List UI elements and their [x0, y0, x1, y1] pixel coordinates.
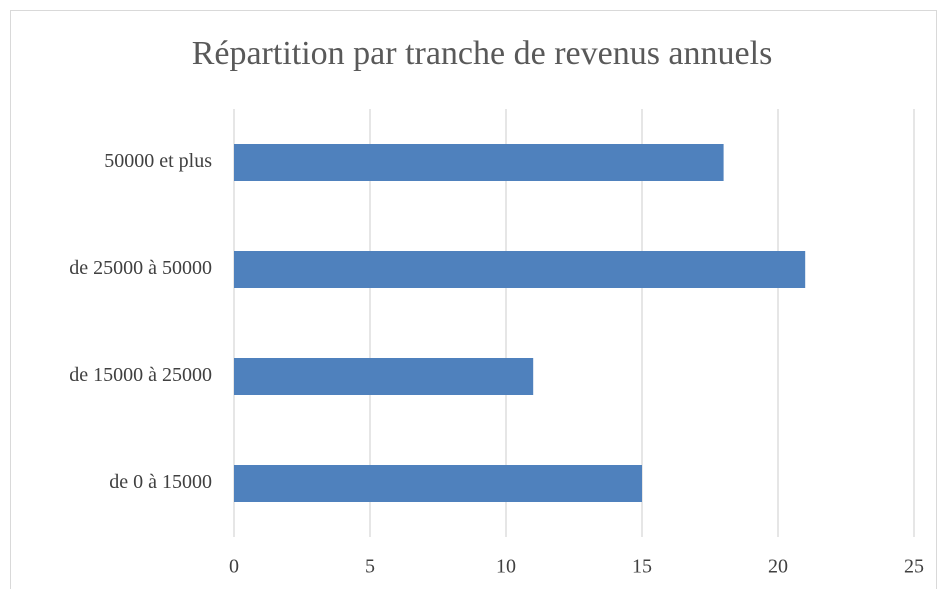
- x-tick-label: 15: [632, 556, 652, 578]
- y-tick-label: de 0 à 15000: [109, 471, 212, 493]
- x-tick-label: 20: [768, 556, 788, 578]
- y-tick-label: de 15000 à 25000: [69, 364, 212, 386]
- bar: [234, 358, 534, 395]
- chart-title: Répartition par tranche de revenus annue…: [192, 35, 773, 72]
- y-tick-label: 50000 et plus: [104, 150, 212, 172]
- x-tick-label: 5: [365, 556, 375, 578]
- bar: [234, 144, 724, 181]
- x-tick-label: 0: [229, 556, 239, 578]
- y-tick-label: de 25000 à 50000: [69, 257, 212, 279]
- chart-border: [10, 10, 937, 589]
- x-tick-label: 10: [496, 556, 516, 578]
- bar: [234, 465, 642, 502]
- x-tick-label: 25: [904, 556, 924, 578]
- bar: [234, 251, 806, 288]
